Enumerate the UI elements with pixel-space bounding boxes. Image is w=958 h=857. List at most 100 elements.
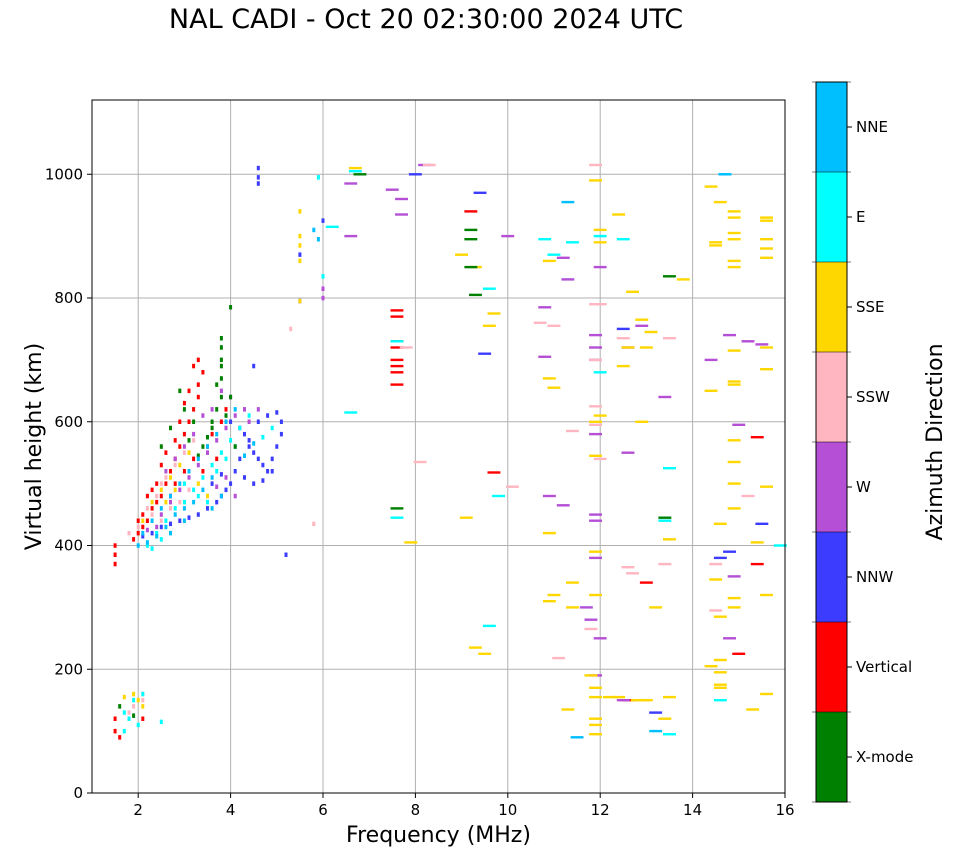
data-point-x-mode	[353, 173, 367, 176]
data-point-sse	[542, 600, 556, 603]
data-point-w	[561, 278, 575, 281]
data-point-nne	[316, 237, 320, 242]
data-point-nnw	[210, 481, 214, 486]
data-point-nnw	[252, 450, 256, 455]
data-point-sse	[621, 346, 635, 349]
data-point-sse	[727, 606, 741, 609]
data-point-vertical	[150, 506, 154, 511]
data-point-nne	[182, 518, 186, 523]
data-point-vertical	[210, 431, 214, 437]
data-point-sse	[727, 216, 741, 219]
data-point-e	[344, 411, 358, 414]
data-point-sse	[727, 383, 741, 386]
data-point-ssw	[187, 487, 191, 493]
colorbar-tick-label: Vertical	[856, 658, 912, 676]
data-point-vertical	[118, 735, 122, 740]
data-point-x-mode	[224, 413, 228, 418]
data-point-e	[159, 719, 163, 725]
colorbar-tick-label: SSW	[856, 388, 890, 406]
data-point-x-mode	[210, 425, 214, 431]
data-point-w	[584, 618, 598, 621]
data-point-w	[593, 637, 607, 640]
data-point-e	[196, 493, 200, 499]
data-point-w	[589, 432, 602, 436]
data-point-w	[219, 388, 223, 394]
data-point-sse	[136, 697, 140, 703]
data-point-vertical	[224, 407, 228, 412]
y-tick-label: 0	[73, 784, 83, 802]
data-point-sse	[727, 439, 741, 442]
data-point-vertical	[390, 309, 404, 312]
data-point-nne	[215, 431, 219, 437]
data-point-nne	[206, 444, 209, 449]
data-point-w	[243, 407, 246, 412]
data-point-vertical	[169, 469, 172, 474]
colorbar-segment	[816, 262, 847, 352]
data-point-sse	[589, 420, 602, 423]
data-point-sse	[164, 499, 168, 505]
data-point-sse	[132, 691, 136, 697]
data-point-nnw	[298, 252, 302, 257]
x-axis-label: Frequency (MHz)	[346, 823, 531, 848]
data-point-e	[713, 699, 727, 702]
data-point-w	[247, 419, 251, 424]
data-point-sse	[150, 499, 154, 505]
data-point-w	[589, 333, 602, 337]
data-point-x-mode	[187, 438, 191, 443]
data-point-w	[155, 524, 159, 530]
x-tick-label: 6	[318, 801, 328, 819]
data-point-w	[206, 450, 209, 455]
data-point-sse	[760, 219, 773, 222]
data-point-ssw	[626, 572, 639, 575]
data-point-nnw	[150, 530, 154, 536]
data-point-x-mode	[663, 275, 676, 278]
data-point-vertical	[219, 419, 223, 424]
data-point-ssw	[566, 429, 579, 433]
data-point-vertical	[164, 481, 168, 486]
data-point-nnw	[229, 481, 233, 486]
data-point-ssw	[547, 324, 561, 327]
data-point-vertical	[159, 462, 163, 468]
data-point-vertical	[201, 370, 205, 375]
data-point-e	[773, 544, 787, 547]
data-point-sse	[639, 346, 653, 349]
data-point-sse	[122, 694, 126, 700]
data-point-w	[159, 512, 163, 517]
data-point-sse	[469, 646, 482, 649]
data-point-vertical	[113, 716, 117, 721]
data-point-vertical	[145, 493, 149, 499]
data-point-nne	[192, 499, 196, 505]
colorbar-segment	[816, 532, 847, 622]
data-point-nnw	[224, 487, 228, 493]
data-point-vertical	[750, 562, 764, 566]
data-point-ssw	[422, 163, 436, 167]
data-point-w	[385, 188, 399, 191]
data-point-w	[755, 343, 769, 346]
data-point-nne	[224, 419, 228, 424]
y-axis-label: Virtual height (km)	[22, 343, 47, 550]
colorbar-tick-label: SSE	[856, 298, 885, 316]
data-point-sse	[760, 216, 773, 219]
data-point-w	[538, 355, 552, 358]
data-point-w	[215, 484, 219, 489]
data-point-nnw	[266, 413, 270, 418]
data-point-vertical	[173, 438, 177, 443]
data-point-sse	[589, 717, 602, 720]
data-point-e	[593, 371, 607, 374]
data-point-w	[178, 487, 182, 493]
data-point-ssw	[132, 704, 136, 709]
data-point-e	[182, 481, 186, 486]
data-point-w	[593, 265, 607, 269]
data-point-sse	[141, 704, 145, 709]
data-point-nne	[155, 534, 159, 539]
data-point-e	[658, 519, 672, 522]
data-points	[113, 163, 787, 740]
data-point-x-mode	[469, 293, 482, 297]
data-point-vertical	[192, 363, 196, 369]
data-point-sse	[542, 531, 556, 535]
data-point-ssw	[552, 656, 566, 660]
x-tick-label: 2	[133, 801, 143, 819]
data-point-sse	[630, 699, 644, 702]
data-point-sse	[206, 493, 209, 499]
data-point-ssw	[127, 710, 131, 715]
